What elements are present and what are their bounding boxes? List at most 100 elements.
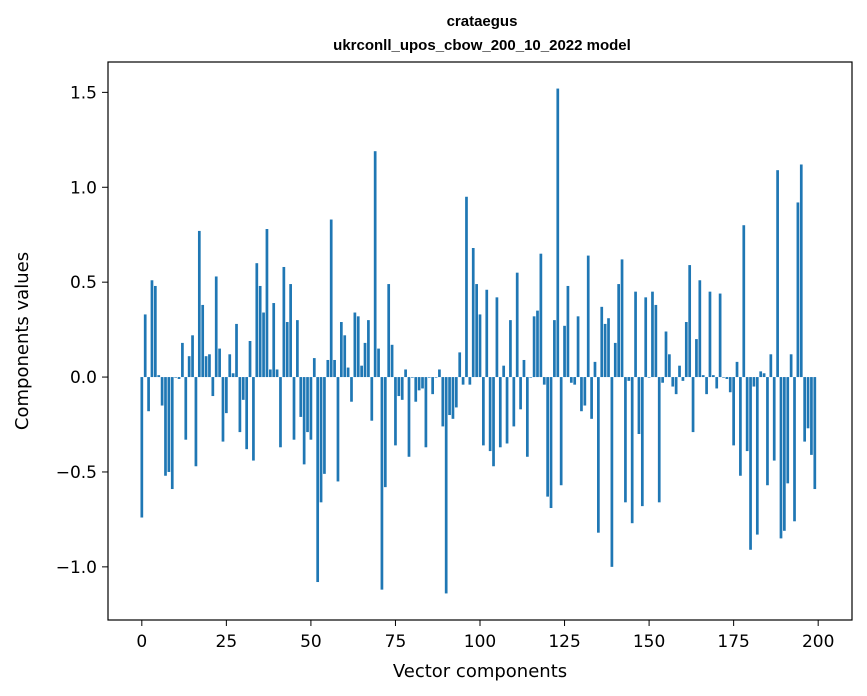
bar: [221, 377, 225, 442]
bar: [722, 377, 725, 378]
bar: [705, 377, 708, 395]
bar: [400, 377, 404, 400]
bar: [627, 377, 631, 381]
bar: [745, 377, 749, 452]
bar: [377, 348, 380, 378]
bar: [289, 284, 292, 378]
bar: [678, 365, 681, 378]
x-tick-label: 75: [385, 632, 407, 652]
bar: [715, 377, 719, 389]
bar: [454, 377, 458, 408]
bar: [651, 291, 654, 378]
bar: [597, 377, 600, 533]
bar-series: [140, 88, 817, 594]
bar: [661, 377, 664, 383]
bar: [157, 375, 161, 378]
bar: [427, 377, 431, 378]
bar: [512, 377, 516, 427]
bar: [519, 377, 522, 410]
bar: [302, 377, 306, 465]
bar: [451, 377, 455, 419]
bar: [252, 377, 255, 461]
bar: [515, 272, 519, 378]
chart-subtitle: ukrconll_upos_cbow_200_10_2022 model: [333, 37, 631, 54]
x-tick-label: 175: [717, 632, 749, 652]
bar: [241, 377, 245, 400]
bar: [370, 377, 374, 421]
bar: [755, 377, 759, 535]
bar: [799, 164, 803, 378]
bar: [282, 266, 286, 378]
y-tick-label: 0.5: [70, 273, 97, 293]
chart-title: crataegus: [447, 13, 518, 30]
bar: [329, 219, 333, 378]
bar: [617, 284, 621, 378]
bar: [485, 289, 489, 378]
bar: [299, 377, 303, 417]
bar: [657, 377, 661, 503]
bar: [448, 377, 451, 416]
bar: [323, 377, 326, 474]
bar: [644, 297, 648, 378]
bar: [613, 342, 617, 378]
bar: [573, 377, 577, 385]
bar: [701, 375, 705, 378]
bar: [444, 377, 448, 594]
bar: [397, 377, 401, 397]
bar: [603, 323, 607, 378]
bar: [810, 377, 813, 455]
bar: [235, 323, 238, 378]
bar: [556, 88, 560, 378]
bar: [407, 377, 411, 457]
bar: [187, 356, 191, 378]
bar: [343, 335, 347, 378]
bar: [339, 322, 343, 378]
bar: [654, 304, 658, 378]
bar: [316, 377, 320, 583]
bar: [197, 230, 201, 378]
y-axis-label: Components values: [12, 252, 33, 430]
bar: [600, 306, 604, 378]
bar: [674, 377, 678, 395]
bar: [492, 377, 495, 467]
bar: [336, 377, 340, 482]
bar: [367, 320, 370, 378]
bar: [762, 373, 766, 378]
bar: [789, 354, 793, 378]
bar: [559, 377, 563, 486]
bar: [458, 352, 462, 378]
bar: [786, 377, 790, 484]
bar: [813, 377, 817, 490]
bar: [262, 312, 265, 378]
bar: [698, 280, 702, 378]
bar: [505, 377, 509, 444]
bar: [769, 354, 773, 378]
x-tick-label: 150: [633, 632, 665, 652]
bar: [759, 371, 763, 378]
bar: [438, 369, 441, 378]
bar: [465, 196, 468, 378]
bar: [478, 314, 482, 378]
y-tick-label: 1.5: [70, 83, 97, 103]
bar: [394, 377, 397, 446]
bar: [539, 253, 543, 378]
bar: [502, 365, 506, 378]
bar: [728, 377, 732, 393]
bar: [549, 377, 553, 509]
bar: [793, 377, 796, 522]
bar: [739, 377, 742, 476]
bar: [373, 151, 377, 378]
bar: [390, 344, 394, 378]
bar: [711, 375, 715, 378]
bar: [181, 342, 184, 378]
bar: [522, 359, 526, 378]
bar: [319, 377, 323, 503]
bar: [265, 229, 269, 378]
bar: [783, 377, 786, 531]
bar: [495, 297, 499, 378]
bar: [542, 377, 546, 385]
bar: [194, 377, 198, 467]
x-tick-label: 200: [802, 632, 834, 652]
bar: [691, 377, 695, 433]
